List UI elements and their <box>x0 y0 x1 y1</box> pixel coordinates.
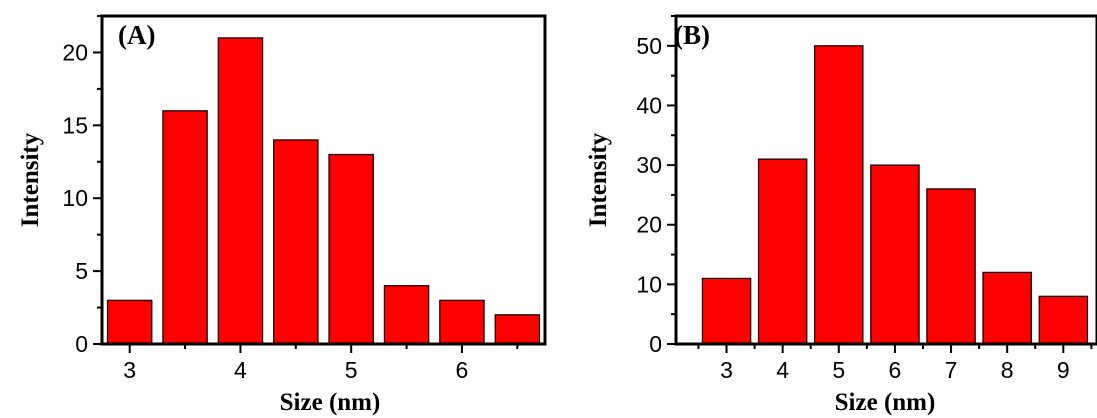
panel-a-ytick-label-4: 20 <box>62 39 88 65</box>
panel-b-ytick-label-3: 30 <box>636 152 662 178</box>
panel-b-ytick-label-0: 0 <box>649 331 662 357</box>
panel-a-ytick-label-2: 10 <box>62 185 88 211</box>
panel-b-bar-2 <box>813 45 864 345</box>
panel-a-label: (A) <box>118 20 155 50</box>
panel-b-ytick-label-2: 20 <box>636 212 662 238</box>
panel-b-ytick-label-1: 10 <box>636 271 662 297</box>
panel-b-frame <box>674 14 1097 346</box>
panel-b-xtick-label-1: 4 <box>776 357 789 383</box>
panel-a-ytick-label-3: 15 <box>62 112 88 138</box>
panel-a: 0 5 10 15 20 3 4 5 6 Size (nm) Intensity (A) <box>17 14 547 416</box>
panel-b-ytick-label-4: 40 <box>636 92 662 118</box>
panel-b-label: (B) <box>674 20 710 50</box>
panel-b-bar-3 <box>870 164 920 345</box>
panel-a-bar-6 <box>439 299 485 345</box>
panel-a-xtick-label-3: 6 <box>456 357 469 383</box>
panel-b-bar-4 <box>926 188 976 345</box>
panel-a-xtick-label-1: 4 <box>234 357 247 383</box>
panel-a-ytick-label-1: 5 <box>75 258 88 284</box>
panel-b-bar-5 <box>982 271 1032 345</box>
panel-b-xtick-label-3: 6 <box>889 357 902 383</box>
panel-b-bar-0 <box>701 277 752 345</box>
panel-b-ytick-label-5: 50 <box>636 33 662 59</box>
panel-a-bar-4 <box>328 153 374 345</box>
panel-a-xtick-label-2: 5 <box>345 357 358 383</box>
panel-b-bar-6 <box>1038 295 1089 345</box>
panel-a-frame <box>100 14 547 346</box>
panel-a-x-axis-title: Size (nm) <box>280 389 381 416</box>
panel-a-ytick-label-0: 0 <box>75 331 88 357</box>
panel-a-bar-2 <box>217 37 264 345</box>
panel-a-bar-0 <box>106 299 153 345</box>
panel-b-xtick-label-4: 7 <box>945 357 958 383</box>
panel-a-bar-7 <box>494 314 541 345</box>
panel-a-bar-1 <box>162 110 208 345</box>
panel-b-xtick-label-2: 5 <box>832 357 845 383</box>
panel-b-xtick-label-5: 8 <box>1001 357 1014 383</box>
panel-b-xtick-label-6: 9 <box>1057 357 1070 383</box>
panel-b: 0 10 20 30 40 50 3 4 5 6 7 8 9 Size (nm) Intensity (B) <box>585 14 1097 416</box>
panel-b-x-axis-title: Size (nm) <box>835 389 936 416</box>
panel-b-y-axis-title: Intensity <box>585 132 612 227</box>
panel-a-bar-5 <box>383 285 430 345</box>
panel-b-xtick-label-0: 3 <box>720 357 733 383</box>
panel-a-y-axis-title: Intensity <box>17 132 44 227</box>
panel-a-bar-3 <box>273 139 319 345</box>
panel-b-bar-1 <box>757 158 808 345</box>
panel-a-xtick-label-0: 3 <box>123 357 136 383</box>
